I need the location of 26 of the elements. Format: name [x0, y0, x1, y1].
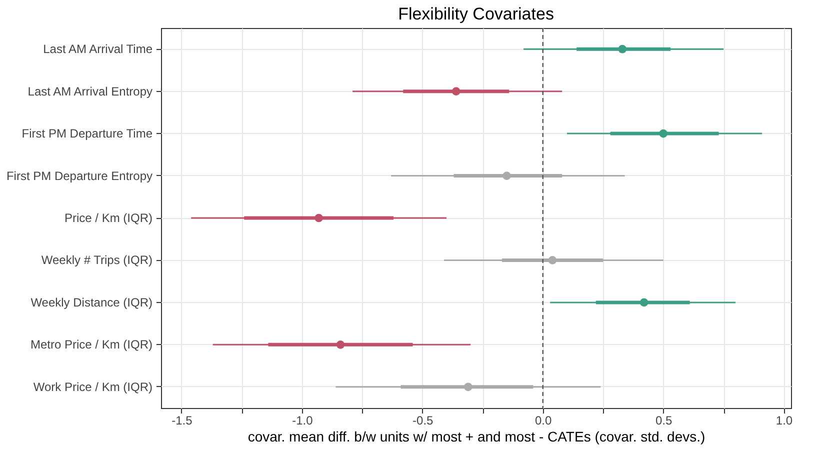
point	[336, 340, 345, 349]
x-axis-title: covar. mean diff. b/w units w/ most + and most - CATEs (covar. std. devs.)	[248, 428, 706, 444]
x-tick-label: -1.5	[172, 414, 193, 428]
y-tick-label: Last AM Arrival Time	[43, 42, 153, 56]
point	[464, 382, 472, 392]
x-tick-label: -0.5	[412, 414, 434, 428]
y-tick-label: First PM Departure Time	[22, 126, 153, 141]
y-tick-label: Work Price / Km (IQR)	[33, 380, 152, 394]
x-tick-label: 0.0	[535, 414, 552, 428]
y-tick-label: Weekly Distance (IQR)	[30, 295, 152, 310]
x-tick-label: -1.0	[292, 414, 314, 428]
point	[452, 87, 460, 96]
y-tick-label: Weekly # Trips (IQR)	[41, 253, 152, 268]
chart-title: Flexibility Covariates	[398, 4, 554, 24]
point	[640, 298, 648, 307]
x-tick-label: 1.0	[776, 414, 793, 428]
point	[659, 129, 668, 138]
y-tick-label: Last AM Arrival Entropy	[28, 84, 152, 98]
y-tick-label: Price / Km (IQR)	[64, 211, 152, 225]
point	[548, 256, 557, 264]
point	[502, 172, 511, 180]
point	[618, 44, 627, 54]
point	[314, 214, 323, 222]
y-tick-label: Metro Price / Km (IQR)	[30, 338, 152, 352]
y-tick-label: First PM Departure Entropy	[6, 168, 152, 183]
x-tick-label: 0.5	[655, 414, 672, 428]
